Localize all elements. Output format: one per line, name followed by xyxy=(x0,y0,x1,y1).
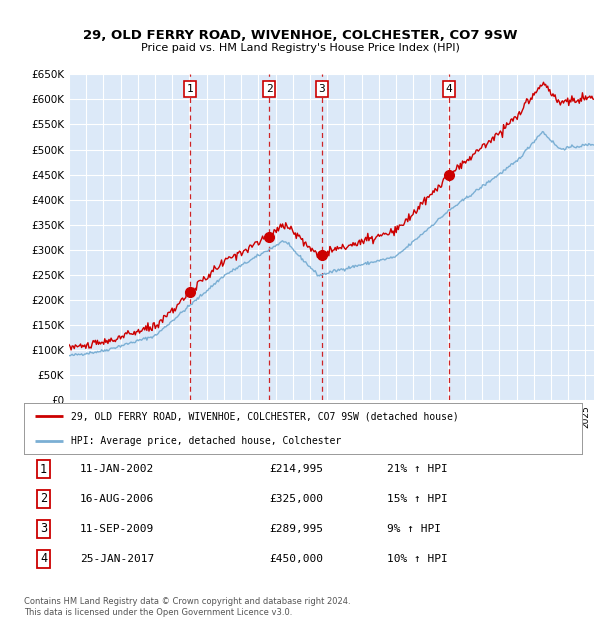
Text: 2: 2 xyxy=(266,84,272,94)
Text: Contains HM Land Registry data © Crown copyright and database right 2024.
This d: Contains HM Land Registry data © Crown c… xyxy=(24,598,350,617)
Text: 21% ↑ HPI: 21% ↑ HPI xyxy=(387,464,448,474)
Text: 4: 4 xyxy=(446,84,452,94)
Text: £214,995: £214,995 xyxy=(269,464,323,474)
Text: 11-JAN-2002: 11-JAN-2002 xyxy=(80,464,154,474)
Text: 16-AUG-2006: 16-AUG-2006 xyxy=(80,494,154,504)
Text: 1: 1 xyxy=(40,463,47,476)
Text: 3: 3 xyxy=(319,84,325,94)
Text: 11-SEP-2009: 11-SEP-2009 xyxy=(80,524,154,534)
Text: £450,000: £450,000 xyxy=(269,554,323,564)
Text: 1: 1 xyxy=(187,84,194,94)
Text: £289,995: £289,995 xyxy=(269,524,323,534)
Text: 25-JAN-2017: 25-JAN-2017 xyxy=(80,554,154,564)
Text: 2: 2 xyxy=(40,492,47,505)
Text: 3: 3 xyxy=(40,522,47,535)
Text: 10% ↑ HPI: 10% ↑ HPI xyxy=(387,554,448,564)
Text: 29, OLD FERRY ROAD, WIVENHOE, COLCHESTER, CO7 9SW (detached house): 29, OLD FERRY ROAD, WIVENHOE, COLCHESTER… xyxy=(71,411,459,421)
Text: 15% ↑ HPI: 15% ↑ HPI xyxy=(387,494,448,504)
Text: 9% ↑ HPI: 9% ↑ HPI xyxy=(387,524,440,534)
Text: 29, OLD FERRY ROAD, WIVENHOE, COLCHESTER, CO7 9SW: 29, OLD FERRY ROAD, WIVENHOE, COLCHESTER… xyxy=(83,30,517,42)
Text: Price paid vs. HM Land Registry's House Price Index (HPI): Price paid vs. HM Land Registry's House … xyxy=(140,43,460,53)
Text: 4: 4 xyxy=(40,552,47,565)
Text: HPI: Average price, detached house, Colchester: HPI: Average price, detached house, Colc… xyxy=(71,436,341,446)
Text: £325,000: £325,000 xyxy=(269,494,323,504)
